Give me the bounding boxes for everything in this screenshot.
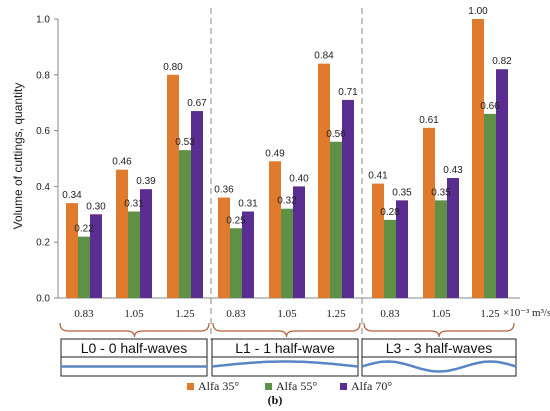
bar [342, 99, 354, 298]
data-label: 0.66 [480, 101, 500, 112]
y-tick-label: 0.2 [36, 238, 50, 249]
data-label: 1.00 [468, 6, 488, 17]
data-label: 0.31 [124, 199, 144, 210]
group-label: L0 - 0 half-waves [81, 340, 188, 356]
x-tick-label: 0.83 [380, 308, 400, 320]
y-tick-label: 0.4 [36, 182, 50, 193]
bar [116, 169, 128, 298]
bar [447, 178, 459, 298]
data-label: 0.22 [74, 224, 94, 235]
group-separators [210, 8, 363, 340]
bar [372, 183, 384, 298]
data-label: 0.46 [112, 157, 132, 168]
legend-swatch [265, 383, 272, 390]
bar [318, 63, 330, 298]
x-tick-label: 0.83 [226, 308, 246, 320]
bar [496, 69, 508, 298]
bar [191, 111, 203, 298]
x-tick-label: 1.05 [124, 308, 144, 320]
data-label: 0.67 [187, 98, 207, 109]
bar [230, 228, 242, 298]
y-axis-label: Volume of cuttings, quantity [11, 83, 25, 230]
data-label: 0.31 [238, 199, 258, 210]
group-label: L1 - 1 half-wave [235, 340, 335, 356]
group-braces [59, 322, 515, 338]
data-label: 0.32 [277, 196, 297, 207]
bar [167, 74, 179, 298]
group-boxes: L0 - 0 half-waves L1 - 1 half-wave L3 - 3 … [60, 338, 517, 377]
legend-label: Alfa 70° [351, 379, 392, 393]
data-label: 0.53 [175, 137, 195, 148]
data-label: 0.25 [226, 215, 246, 226]
bar [128, 211, 140, 298]
y-tick-label: 1.0 [36, 15, 50, 26]
legend: Alfa 35° Alfa 55° Alfa 70° [187, 379, 392, 393]
legend-label: Alfa 55° [276, 379, 317, 393]
data-label: 0.41 [368, 171, 388, 182]
bar [293, 186, 305, 298]
bars [66, 19, 508, 298]
bar [423, 127, 435, 298]
x-tick-label: 1.25 [326, 308, 346, 320]
y-tick-label: 0.8 [36, 70, 50, 81]
x-tick-label: 0.83 [74, 308, 94, 320]
group-brace [363, 322, 515, 338]
y-tick-label: 0.6 [36, 126, 50, 137]
legend-swatch [340, 383, 347, 390]
group-brace [59, 322, 210, 338]
bar [435, 200, 447, 298]
x-tick-label: 1.05 [431, 308, 451, 320]
data-label: 0.30 [86, 201, 106, 212]
bar [179, 150, 191, 298]
bar [396, 200, 408, 298]
bar [384, 219, 396, 298]
bar [330, 141, 342, 298]
bar [281, 208, 293, 298]
data-label: 0.61 [419, 115, 439, 126]
bar [218, 197, 230, 298]
bar [66, 203, 78, 298]
bar [242, 211, 254, 298]
data-label: 0.82 [492, 56, 512, 67]
bar [269, 161, 281, 298]
legend-swatch [187, 383, 194, 390]
data-labels: 0.34 0.22 0.30 0.46 0.31 0.39 0.80 0.53 0.67 0.36… [62, 6, 512, 235]
x-tick-label: 1.25 [480, 308, 500, 320]
data-label: 0.84 [314, 51, 334, 62]
x-tick-label: 1.05 [277, 308, 297, 320]
bar [140, 189, 152, 298]
wave-curve [211, 360, 359, 368]
data-label: 0.36 [214, 185, 234, 196]
data-label: 0.35 [431, 187, 451, 198]
data-label: 0.39 [136, 176, 156, 187]
data-label: 0.80 [163, 62, 183, 73]
data-label: 0.34 [62, 190, 82, 201]
data-label: 0.40 [289, 173, 309, 184]
data-label: 0.49 [265, 148, 285, 159]
bar [472, 19, 484, 298]
group-brace [212, 322, 361, 338]
data-label: 0.35 [392, 187, 412, 198]
x-tick-label: 1.25 [175, 308, 195, 320]
group-label: L3 - 3 half-waves [386, 340, 493, 356]
data-label: 0.43 [443, 165, 463, 176]
x-axis-unit: ×10⁻³ m³/s [503, 307, 550, 319]
data-label: 0.71 [338, 87, 358, 98]
data-label: 0.28 [380, 207, 400, 218]
bar [484, 113, 496, 298]
bar [78, 236, 90, 298]
bar [90, 214, 102, 298]
wave-diagrams [61, 360, 517, 373]
wave-curve [361, 360, 517, 373]
y-tick-labels: 0.0 0.2 0.4 0.6 0.8 1.0 [36, 15, 58, 305]
legend-label: Alfa 35° [198, 379, 239, 393]
data-label: 0.56 [326, 129, 346, 140]
y-tick-label: 0.0 [36, 294, 50, 305]
x-tick-labels: 0.83 1.05 1.25 0.83 1.05 1.25 0.83 1.05 1.25 [74, 308, 500, 320]
figure-caption: (b) [268, 393, 283, 407]
